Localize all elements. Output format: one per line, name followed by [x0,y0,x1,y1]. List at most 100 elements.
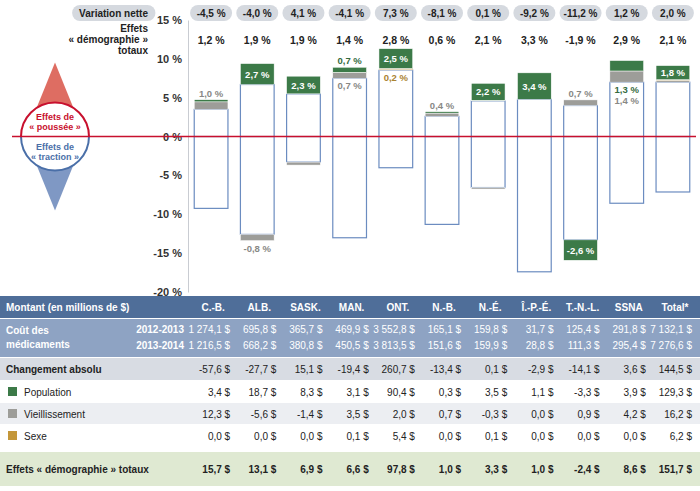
demography-row [0,381,700,402]
net-change-label: Variation nette [79,8,148,19]
push-effects-label: Effets de« poussée » [29,112,81,132]
demography-total-amount: 6,9 $ [300,464,323,475]
demography-amount: 16,2 $ [664,409,692,420]
cost-value: 111,3 $ [568,340,600,351]
compass-push-rim [21,103,89,137]
data-label: 3,4 % [522,81,547,92]
effect-box [379,70,413,136]
y-tick: 10 % [157,53,188,65]
demography-total-amount: 13,1 $ [249,464,277,475]
demography-amount: 3,5 $ [346,409,369,420]
demography-amount: -5,6 $ [251,409,277,420]
demography-amount: 3,4 $ [208,387,231,398]
cost-value: 3 813,5 $ [373,340,415,351]
demography-amount: 0,0 $ [531,409,554,420]
demography-amount: 90,4 $ [387,387,415,398]
period-label: 2013-2014 [136,340,184,351]
category-label: SSNA [615,302,643,313]
demography-segment [425,113,459,114]
demography-segment [333,73,367,79]
demography-total-amount: 1,0 $ [531,464,554,475]
data-label: 2,5 % [384,53,409,64]
category-label: ALB. [248,302,272,313]
demography-total-amount: 151,7 $ [659,464,693,475]
demography-segment [379,49,413,69]
net-change-value: 0,1 % [475,8,501,19]
zero-line [12,136,696,138]
data-label: -0,8 % [244,243,272,254]
net-change-pill [652,5,694,21]
net-change-value: -8,1 % [428,8,457,19]
net-change-pill [421,5,463,21]
demography-amount: 0,1 $ [485,431,508,442]
effect-box [425,137,459,225]
net-change-value: 2,0 % [660,8,686,19]
y-tick-label: 10 % [157,53,182,65]
demography-total-value: 1,9 % [244,34,272,46]
change-value: -14,1 $ [568,364,600,375]
net-change-value: -4,5 % [197,8,226,19]
compass-push-arrow [25,63,85,137]
demography-amount: 0,9 $ [577,409,600,420]
demography-total-value: 3,3 % [521,34,549,46]
demography-total-value: 1,9 % [290,34,318,46]
demography-segment [564,99,598,100]
data-label: 1,3 % [615,84,640,95]
cost-value: 3 552,8 $ [373,324,415,335]
change-value: 0,1 $ [485,364,508,375]
demography-total-value: 0,6 % [429,34,457,46]
demography-segment [194,102,228,110]
y-tick-label: 5 % [163,92,182,104]
figure: Variation nette-4,5 %-4,0 %4,1 %-4,1 %7,… [0,0,700,491]
data-label: 0,2 % [384,72,409,83]
demography-total-value: 2,1 % [659,34,687,46]
effect-box [287,137,321,163]
demography-amount: 0,0 $ [300,431,323,442]
cost-value: 380,8 $ [289,340,323,351]
demography-segment [656,80,690,82]
demography-amount: 4,2 $ [624,409,647,420]
change-value: -2,9 $ [528,364,554,375]
pull-effects-label: Effets de« traction » [31,142,79,162]
demography-total-value: 2,8 % [382,34,410,46]
demography-total-value: -1,9 % [565,34,596,46]
demography-amount: 2,0 $ [393,409,416,420]
legend-swatch [8,387,17,396]
cost-value: 450,5 $ [335,340,369,351]
effect-box [379,137,413,168]
demography-amount: -0,3 $ [482,409,508,420]
y-tick-label: -5 % [159,169,182,181]
demography-row [0,425,700,446]
effect-box [333,137,367,238]
category-label: MAN. [339,302,365,313]
demography-segment [425,113,459,116]
demography-segment [333,67,367,72]
demography-amount: 129,3 $ [659,387,693,398]
y-axis: -20 %-15 %-10 %-5 %0 %5 %10 %15 % [153,14,188,298]
effect-box [656,82,690,136]
demography-amount: 3,5 $ [485,387,508,398]
net-change-pill [560,5,602,21]
demography-segment [656,66,690,80]
demography-amount: 6,2 $ [670,431,693,442]
y-tick: -15 % [153,247,188,259]
cost-value: 365,7 $ [289,324,323,335]
effect-box [564,105,598,136]
category-label: ONT. [386,302,409,313]
effect-box [610,82,644,136]
data-label: 0,4 % [430,100,455,111]
category-label: Total* [661,302,688,313]
y-tick: -10 % [153,208,188,220]
demography-total-amount: 3,3 $ [485,464,508,475]
demography-total-label: Effets« démographie »totaux [69,23,149,56]
effect-box [287,94,321,137]
legend-label: Sexe [24,431,47,442]
cost-value: 695,8 $ [243,324,277,335]
demography-segment [471,83,505,100]
cost-value: 295,4 $ [612,340,646,351]
net-change-value: -9,2 % [520,8,549,19]
cost-label: Coût desmédicaments [6,325,70,350]
demography-segment [240,64,274,85]
demography-total-table-label: Effets « démographie » totaux [6,464,149,475]
change-value: -57,6 $ [199,364,231,375]
